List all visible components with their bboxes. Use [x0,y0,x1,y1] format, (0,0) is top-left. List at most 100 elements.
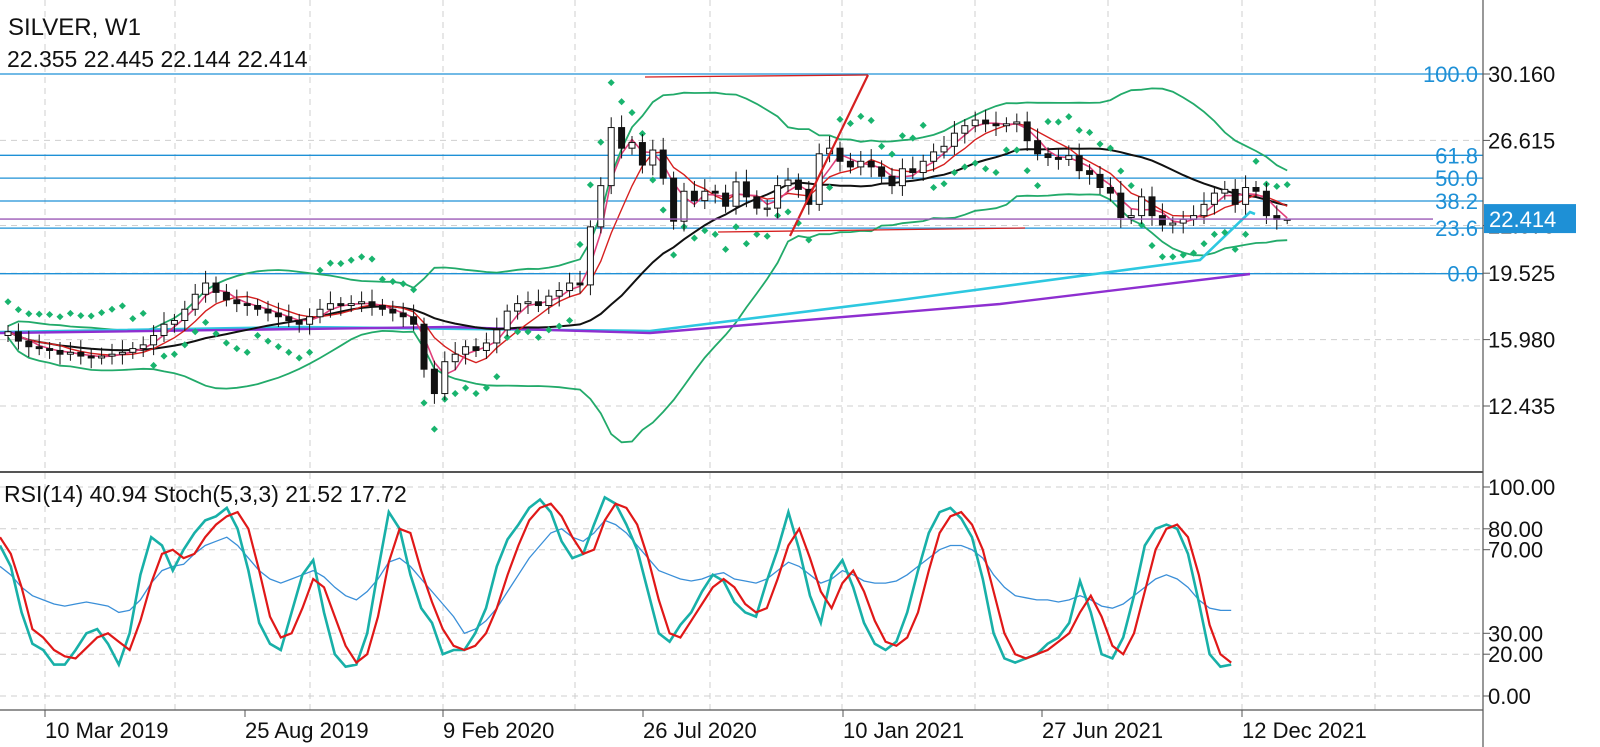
candle-body[interactable] [514,303,522,312]
candle-body[interactable] [763,207,771,210]
candle-body[interactable] [1242,187,1250,205]
price-axis[interactable]: 30.16026.61522.07019.52515.98012.43522.4… [1483,62,1576,709]
candle-body[interactable] [1044,153,1052,159]
candle-body[interactable] [555,290,563,297]
candle-body[interactable] [607,127,615,187]
candle-body[interactable] [222,291,230,301]
candle-body[interactable] [1023,121,1031,142]
candle-body[interactable] [1117,192,1125,218]
candle-body[interactable] [233,299,241,305]
candle-body[interactable] [160,323,168,336]
candle-body[interactable] [1086,170,1094,175]
candle-body[interactable] [347,303,355,307]
candle-body[interactable] [638,142,646,166]
resistance-line[interactable] [644,74,869,78]
candle-body[interactable] [399,312,407,318]
candle-body[interactable] [649,149,657,166]
candle-body[interactable] [150,334,158,346]
candle-body[interactable] [4,331,12,336]
candle-body[interactable] [784,179,792,187]
fib-anchor-line[interactable] [789,74,869,237]
candle-body[interactable] [1013,121,1021,125]
candle-body[interactable] [753,196,761,209]
candle-body[interactable] [1221,188,1229,194]
candle-body[interactable] [326,303,334,310]
candle-body[interactable] [867,160,875,168]
candle-body[interactable] [690,190,698,202]
candle-body[interactable] [1210,192,1218,205]
candle-body[interactable] [202,282,210,295]
candle-body[interactable] [410,316,418,325]
candle-body[interactable] [888,175,896,187]
candle-body[interactable] [732,181,740,207]
candle-body[interactable] [898,168,906,187]
candle-body[interactable] [618,127,626,149]
candle-body[interactable] [254,305,262,310]
candle-body[interactable] [462,346,470,355]
candle-body[interactable] [1034,140,1042,155]
candle-body[interactable] [815,153,823,205]
candle-body[interactable] [909,168,917,174]
candle-body[interactable] [576,282,584,286]
candle-body[interactable] [982,119,990,125]
candle-body[interactable] [98,355,106,359]
candle-body[interactable] [742,181,750,198]
candle-body[interactable] [170,319,178,325]
candle-body[interactable] [430,368,438,395]
candle-body[interactable] [670,177,678,222]
candle-body[interactable] [191,293,199,310]
candle-body[interactable] [566,282,574,292]
candle-body[interactable] [503,310,511,331]
candle-body[interactable] [597,185,605,228]
candle-body[interactable] [295,319,303,325]
candle-body[interactable] [846,160,854,168]
candle-body[interactable] [961,125,969,134]
candle-body[interactable] [316,308,324,318]
candle-body[interactable] [181,308,189,321]
candle-body[interactable] [493,329,501,344]
candle-body[interactable] [420,323,428,370]
candle-body[interactable] [1054,157,1062,160]
candle-body[interactable] [701,190,709,202]
candle-body[interactable] [1158,215,1166,226]
candle-body[interactable] [1138,196,1146,217]
candle-body[interactable] [774,185,782,209]
trend-drawings[interactable] [0,74,1433,237]
candle-body[interactable] [919,160,927,174]
candle-body[interactable] [971,119,979,127]
candle-body[interactable] [534,301,542,307]
candle-body[interactable] [1231,188,1239,205]
candle-body[interactable] [992,123,1000,127]
candle-body[interactable] [545,295,553,307]
candle-body[interactable] [1127,215,1135,218]
candle-body[interactable] [628,142,636,149]
candle-body[interactable] [1096,173,1104,189]
candle-body[interactable] [56,349,64,355]
candle-body[interactable] [1065,155,1073,160]
candle-body[interactable] [389,308,397,314]
fibonacci-retracement[interactable]: 100.0 61.850.038.223.6 0.0 [0,62,1483,287]
candle-body[interactable] [940,145,948,153]
candle-body[interactable] [274,312,282,318]
candle-body[interactable] [441,361,449,395]
candle-body[interactable] [129,348,137,353]
support-line[interactable] [717,227,1026,233]
candle-body[interactable] [794,179,802,190]
candle-body[interactable] [212,282,220,293]
candle-body[interactable] [1179,218,1187,224]
candle-body[interactable] [722,192,730,207]
candle-body[interactable] [368,301,376,307]
candle-body[interactable] [1200,203,1208,217]
candle-body[interactable] [1148,196,1156,217]
candlesticks[interactable] [4,109,1291,404]
candle-body[interactable] [1252,187,1260,192]
candle-body[interactable] [337,303,345,307]
candle-body[interactable] [524,301,532,305]
candle-body[interactable] [1002,123,1010,127]
candle-body[interactable] [87,355,95,359]
candle-body[interactable] [1169,222,1177,226]
candle-body[interactable] [108,353,116,357]
candle-body[interactable] [46,348,54,351]
candle-body[interactable] [285,316,293,321]
